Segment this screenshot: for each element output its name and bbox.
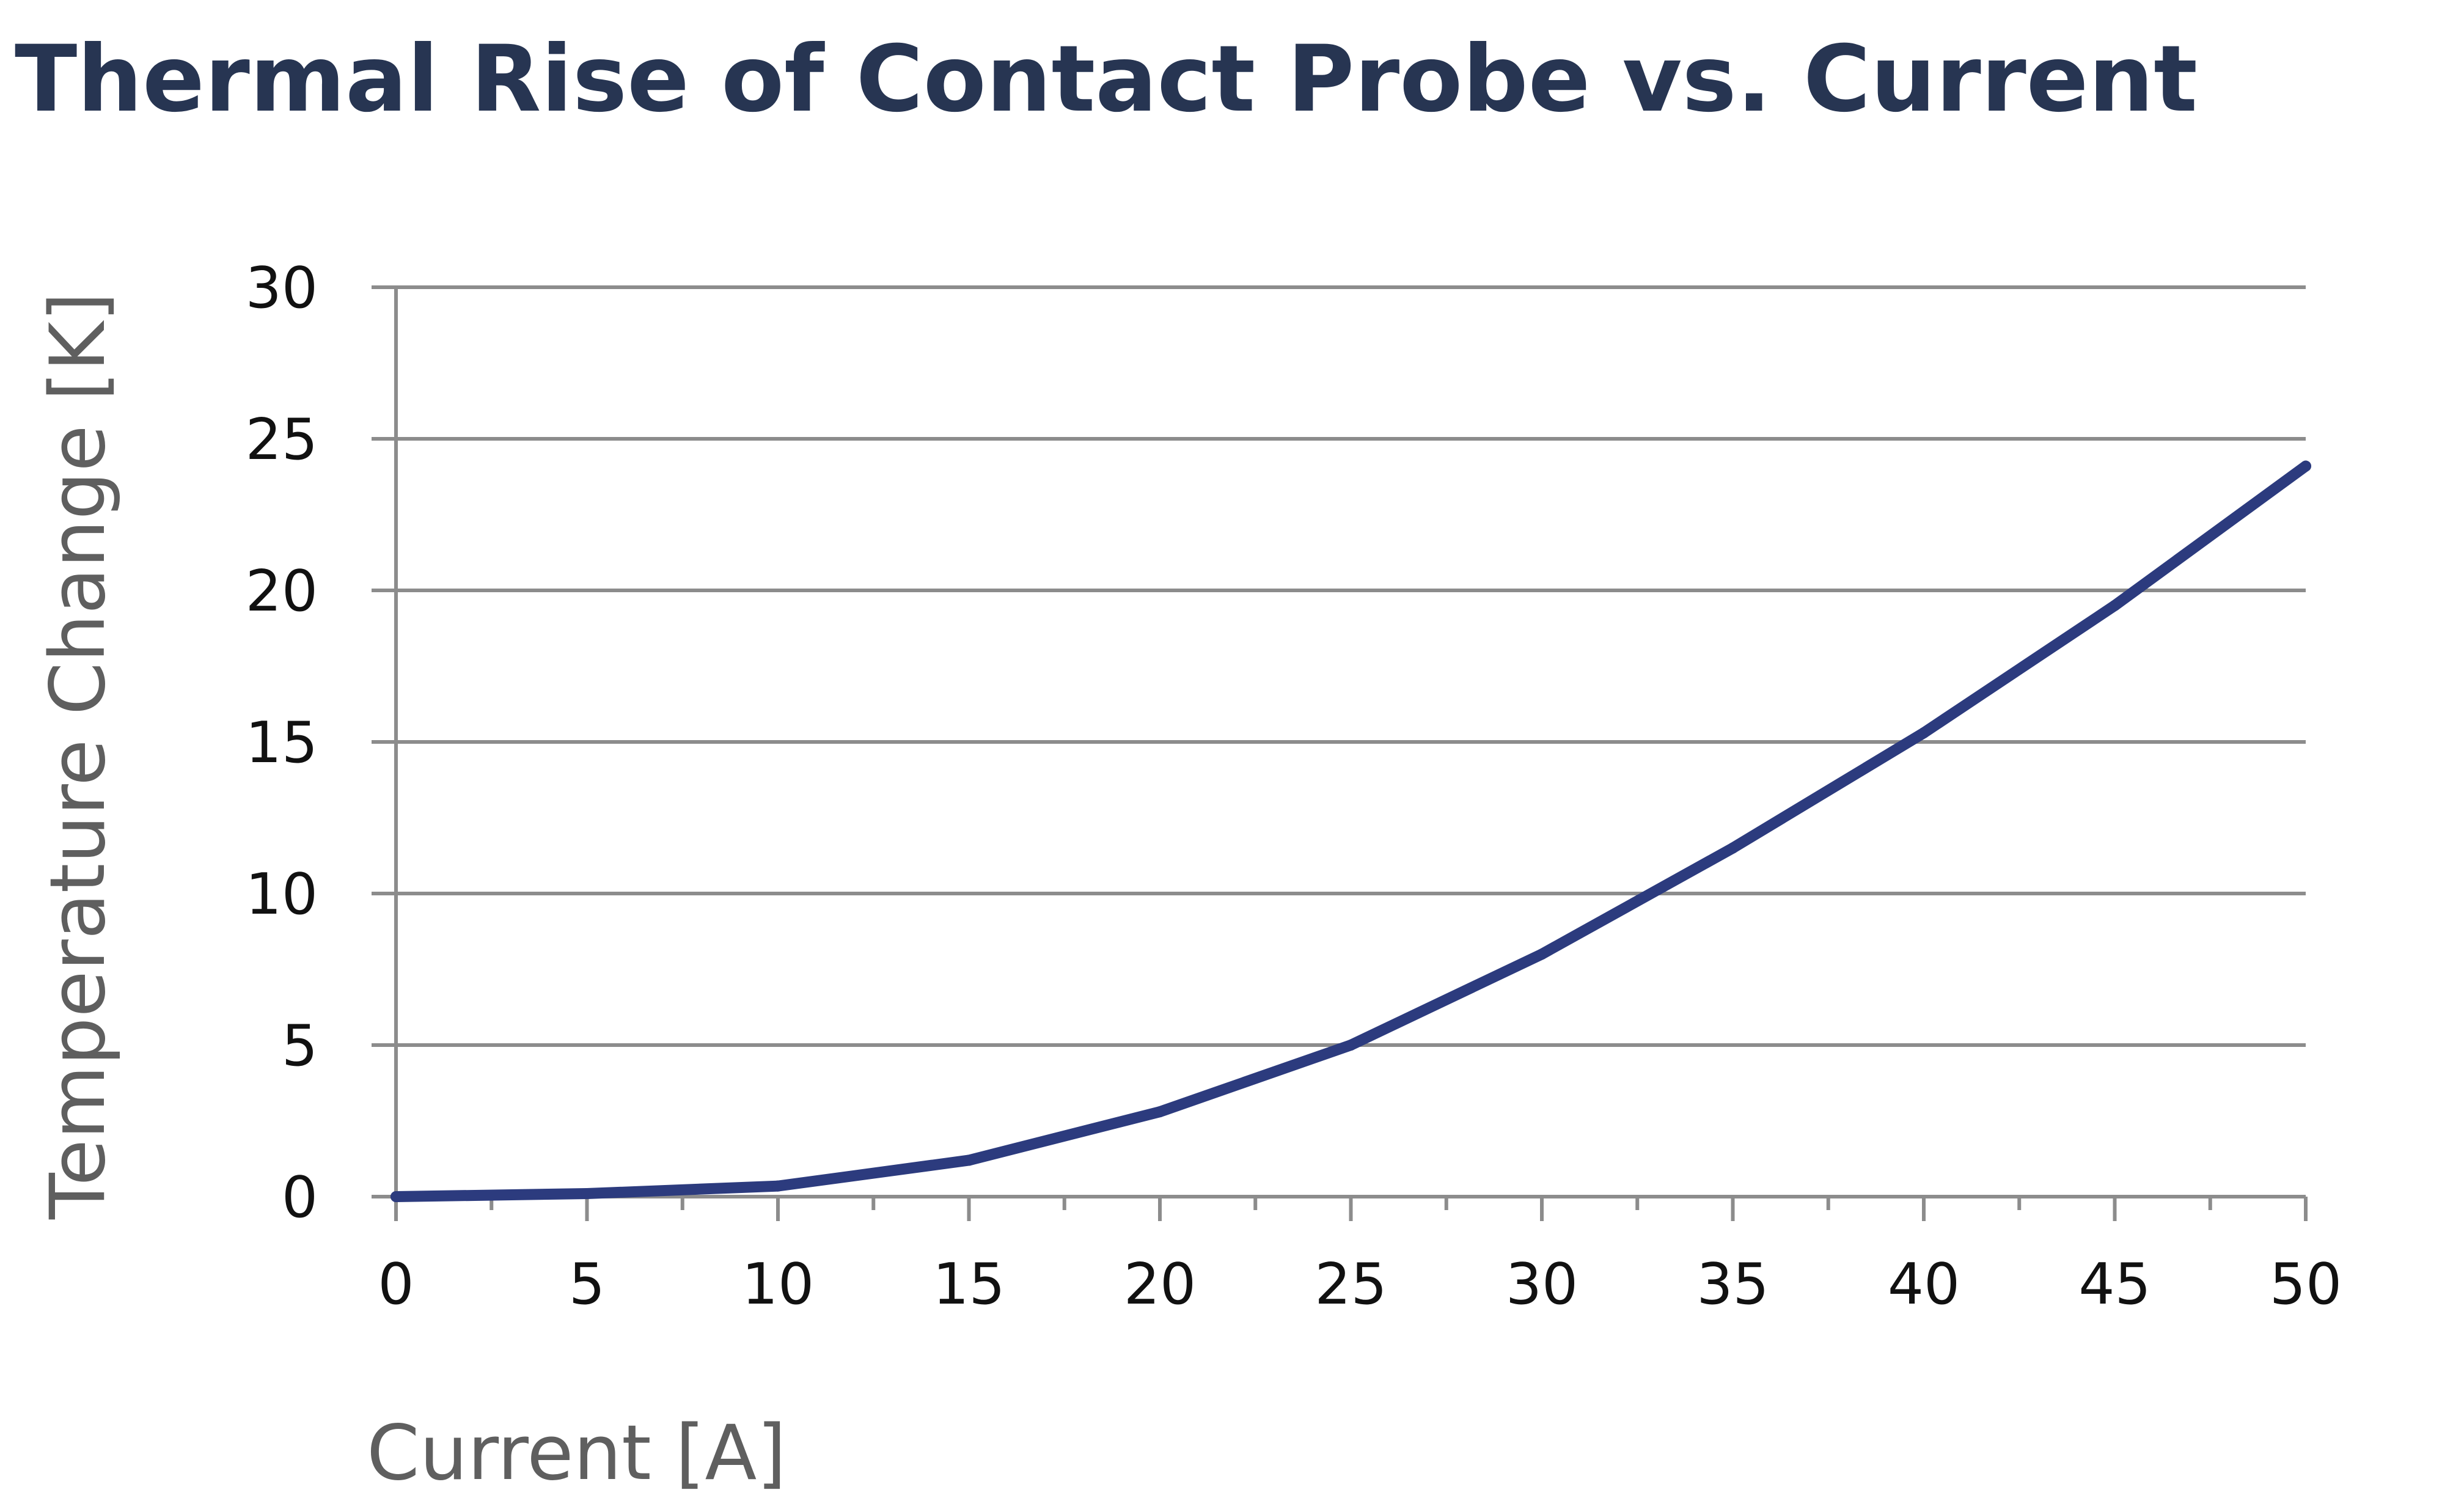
- data-point: [772, 1180, 783, 1192]
- x-tick-label: 20: [1124, 1251, 1196, 1317]
- line-segment: [772, 1154, 975, 1192]
- x-tick-label: 0: [378, 1251, 414, 1317]
- tick-labels: 0 5 10 15 20 25 30 0 5 10 15 20 25 30 35 40 45 50: [246, 255, 2342, 1317]
- data-point: [1154, 1106, 1165, 1118]
- y-tick-label: 20: [246, 558, 318, 624]
- data-point: [963, 1154, 975, 1166]
- x-tick-label: 35: [1696, 1251, 1769, 1317]
- line-segment: [1536, 842, 1739, 960]
- line-segment: [963, 1106, 1165, 1166]
- x-tick-label: 40: [1888, 1251, 1960, 1317]
- y-tick-label: 30: [246, 255, 318, 321]
- x-tick-label: 10: [742, 1251, 814, 1317]
- line-segment: [1727, 727, 1929, 854]
- data-point: [581, 1188, 593, 1200]
- x-axis-label: Current [A]: [367, 1409, 787, 1497]
- data-point: [1536, 949, 1547, 960]
- x-tick-label: 25: [1314, 1251, 1387, 1317]
- series-line: [391, 460, 2311, 1202]
- x-tick-label: 15: [933, 1251, 1005, 1317]
- line-segment: [581, 1180, 783, 1200]
- series-layer: [391, 460, 2311, 1202]
- y-tick-label: 10: [246, 861, 318, 927]
- y-tick-label: 0: [282, 1164, 318, 1230]
- x-tick-label: 5: [569, 1251, 605, 1317]
- chart-title: Thermal Rise of Contact Probe vs. Curren…: [15, 26, 2198, 133]
- y-axis-label: Temperature Change [K]: [34, 292, 122, 1220]
- line-segment: [1154, 1040, 1357, 1118]
- line-segment: [2109, 460, 2311, 611]
- data-point: [391, 1191, 402, 1202]
- y-tick-label: 25: [246, 406, 318, 472]
- x-tick-label: 50: [2270, 1251, 2342, 1317]
- data-point: [1345, 1040, 1357, 1051]
- x-tick-label: 45: [2078, 1251, 2150, 1317]
- gridlines: [372, 285, 2306, 1198]
- y-tick-label: 15: [246, 710, 318, 776]
- y-tick-label: 5: [282, 1013, 318, 1079]
- line-segment: [1345, 949, 1547, 1051]
- data-point: [2109, 600, 2121, 611]
- x-tick-label: 30: [1506, 1251, 1578, 1317]
- data-point: [1727, 842, 1739, 854]
- line-segment: [1918, 600, 2121, 739]
- data-point: [1918, 727, 1929, 739]
- data-point: [2300, 460, 2311, 472]
- axes: [394, 287, 2308, 1221]
- line-segment: [391, 1188, 593, 1202]
